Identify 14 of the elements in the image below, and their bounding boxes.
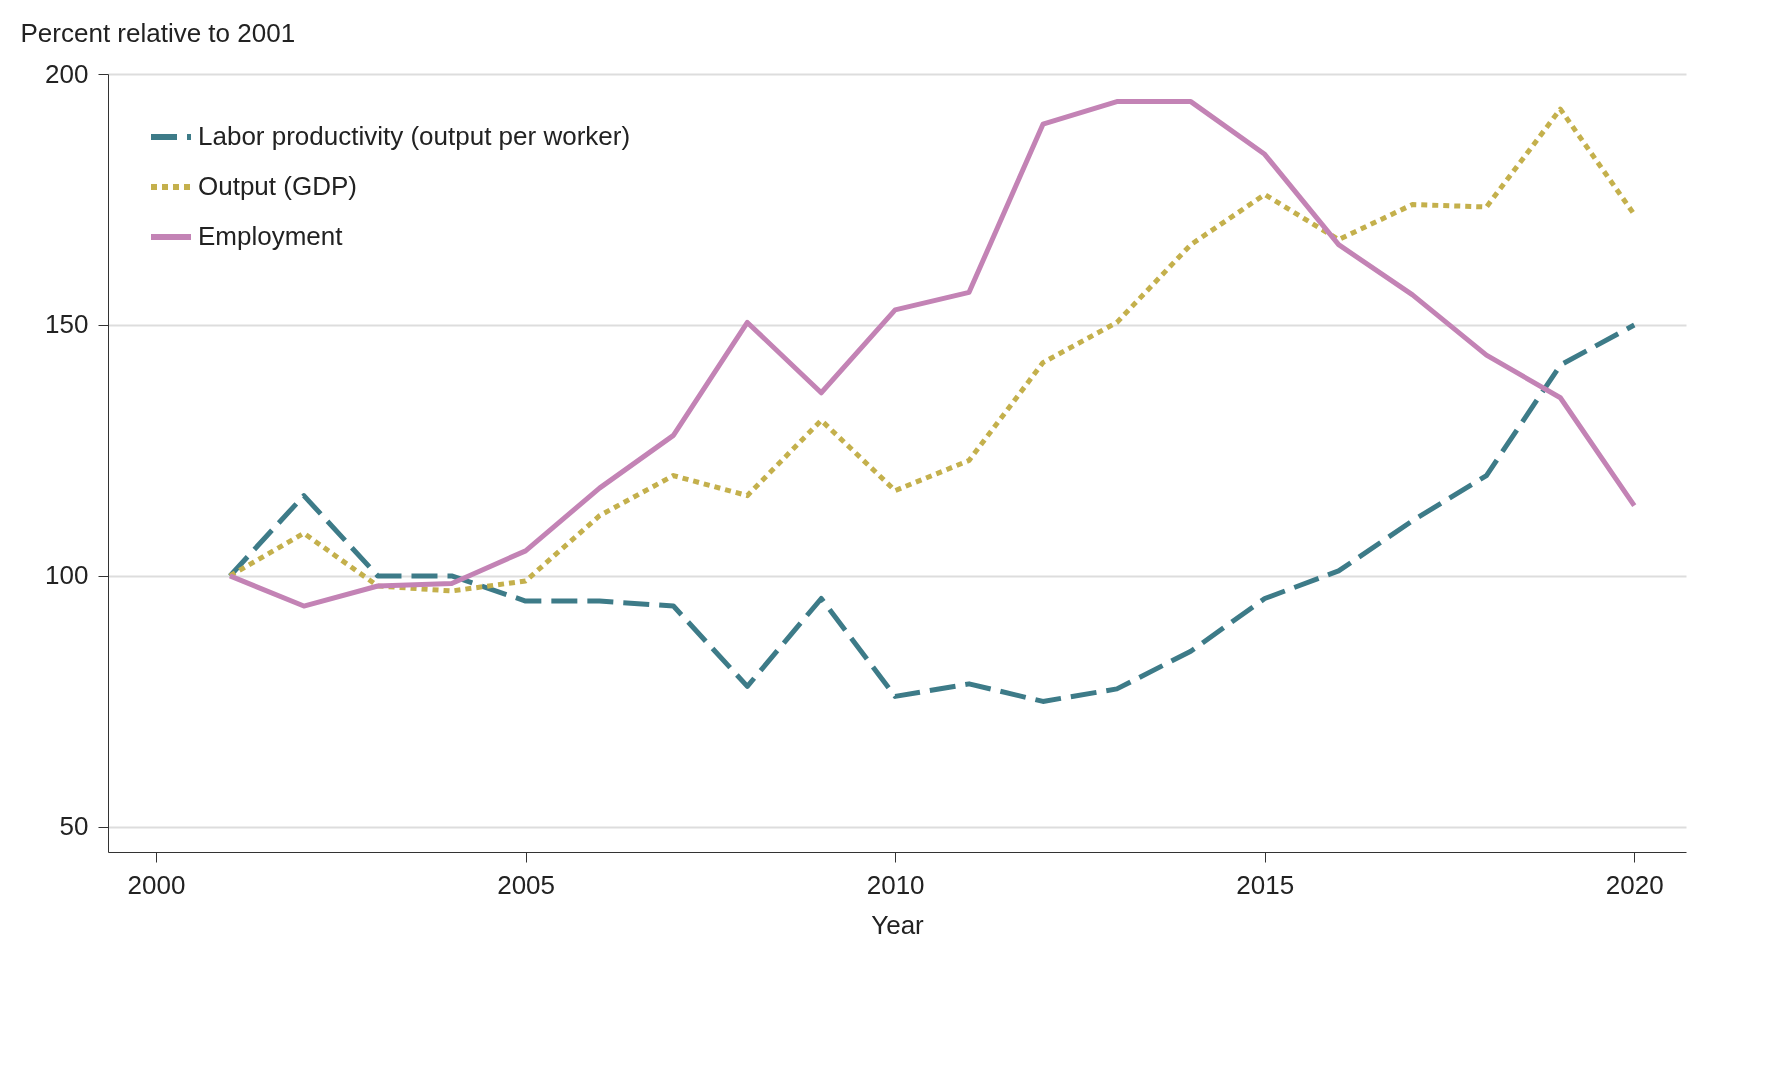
y-tick-label: 150 [45, 309, 89, 340]
legend-label: Output (GDP) [198, 171, 357, 201]
x-tick-label: 2005 [497, 869, 556, 900]
x-tick-label: 2010 [866, 869, 925, 900]
legend-label: Employment [198, 221, 344, 251]
y-tick-label: 200 [45, 58, 89, 89]
y-axis-title: Percent relative to 2001 [20, 17, 296, 48]
x-tick-label: 2020 [1605, 869, 1664, 900]
x-axis-title: Year [871, 909, 925, 940]
x-tick-label: 2015 [1236, 869, 1295, 900]
y-tick-label: 50 [59, 811, 89, 842]
x-tick-label: 2000 [127, 869, 186, 900]
y-tick-label: 100 [45, 560, 89, 591]
legend-label: Labor productivity (output per worker) [198, 121, 631, 151]
